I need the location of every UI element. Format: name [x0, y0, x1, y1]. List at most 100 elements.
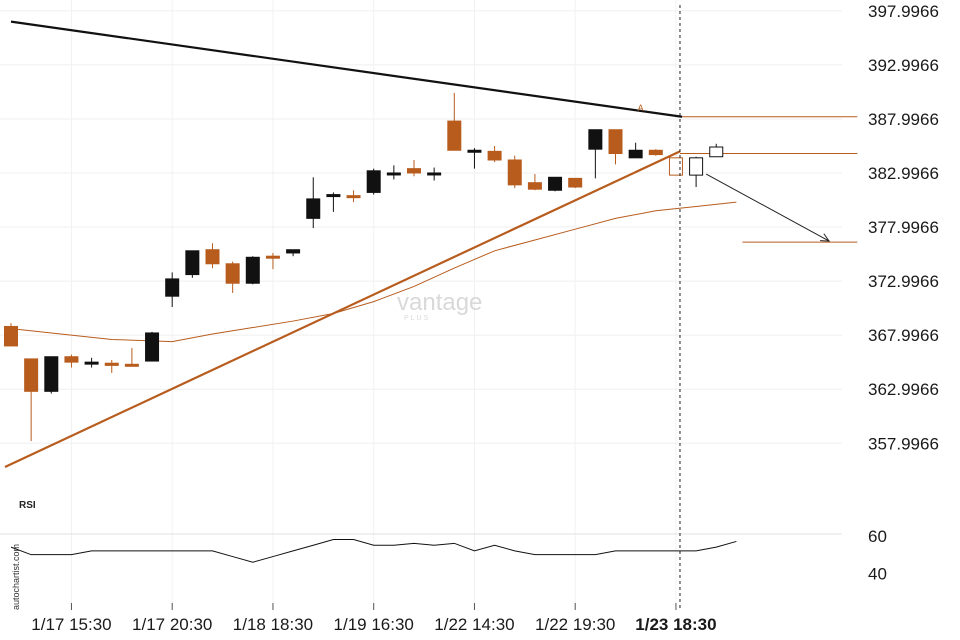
trendline-black: [10, 20, 683, 118]
candle-body: [245, 256, 260, 284]
candle-body: [588, 129, 603, 150]
candle: [467, 148, 482, 169]
candle: [648, 149, 663, 156]
candle: [124, 348, 139, 367]
pattern-label: A: [638, 103, 644, 113]
candle-body: [507, 159, 522, 186]
candle: [104, 359, 119, 373]
candle-body: [165, 278, 180, 297]
candle: [608, 129, 623, 165]
candle: [709, 143, 724, 158]
candle-body: [306, 198, 321, 219]
side-label: autochartist.com: [11, 544, 21, 610]
candle: [205, 243, 220, 269]
annotations: A: [638, 5, 831, 610]
candle-body: [628, 149, 643, 159]
candle: [407, 159, 421, 177]
x-axis: 1/17 15:30 1/17 20:30 1/18 18:30 1/19 16:30…: [31, 603, 717, 634]
candle-body: [225, 263, 240, 284]
candle: [568, 177, 583, 189]
candle: [346, 190, 361, 203]
rsi-line: [10, 539, 737, 563]
candle-body: [185, 250, 200, 276]
candle: [507, 155, 522, 189]
candle-body: [286, 249, 301, 254]
rsi-panel: RSI 60 40: [10, 500, 887, 584]
candle-body: [527, 182, 542, 190]
candle: [668, 157, 683, 176]
x-tick-label: 1/18 18:30: [233, 615, 313, 634]
candle: [527, 174, 542, 191]
candle: [44, 356, 59, 394]
candle: [588, 129, 603, 179]
horizontal-levels: [679, 116, 858, 243]
candle: [225, 261, 240, 293]
trendline-brown: [4, 150, 681, 468]
y-tick-label: 392.9966: [868, 56, 939, 75]
candle-body: [568, 177, 583, 188]
candle: [386, 165, 401, 180]
candle-body: [427, 172, 442, 176]
y-tick-label: 367.9966: [868, 326, 939, 345]
y-tick-label: 397.9966: [868, 2, 939, 21]
x-tick-label: 1/23 18:30: [635, 615, 716, 634]
candle-body: [548, 176, 563, 191]
x-tick-label: 1/22 19:30: [535, 615, 615, 634]
candle-body: [24, 358, 39, 392]
candle: [185, 250, 200, 278]
candle-body: [668, 157, 683, 176]
x-tick-label: 1/17 20:30: [132, 615, 212, 634]
y-tick-label: 372.9966: [868, 272, 939, 291]
candle: [265, 252, 280, 270]
candle-body: [64, 356, 79, 363]
candle-body: [326, 194, 341, 198]
candle-body: [386, 172, 401, 176]
candle: [366, 168, 381, 195]
rsi-label: RSI: [19, 500, 36, 511]
candle: [427, 167, 442, 181]
candle-body: [4, 325, 18, 347]
candle: [689, 156, 704, 188]
candle: [64, 354, 79, 368]
x-tick-label: 1/19 16:30: [334, 615, 414, 634]
candle-body: [84, 361, 99, 365]
candles: [4, 92, 724, 442]
projection-arrow-line: [705, 173, 830, 242]
y-tick-label: 357.9966: [868, 434, 939, 453]
candle: [165, 272, 180, 308]
candle-body: [366, 170, 381, 193]
candle: [286, 249, 301, 257]
candle: [24, 358, 39, 442]
y-tick-label: 387.9966: [868, 110, 939, 129]
candle: [4, 323, 18, 347]
ma-line: [10, 201, 737, 343]
candle-body: [709, 146, 724, 158]
y-tick-label: 362.9966: [868, 380, 939, 399]
candle-body: [487, 150, 502, 161]
candle: [487, 145, 502, 163]
x-tick-label: 1/17 15:30: [31, 615, 111, 634]
candle-body: [407, 168, 421, 174]
rsi-tick-label: 40: [868, 565, 887, 584]
trendlines: [4, 20, 683, 468]
candle: [84, 357, 99, 368]
candle-body: [689, 157, 704, 176]
candle-body: [467, 149, 482, 153]
candle-body: [265, 255, 280, 259]
candle-body: [447, 120, 462, 151]
candle-body: [104, 362, 119, 366]
x-tick-label: 1/22 14:30: [434, 615, 514, 634]
candle: [548, 176, 563, 192]
candle-body: [145, 332, 160, 362]
candle-body: [124, 363, 139, 367]
candle: [447, 92, 462, 151]
candle: [326, 192, 341, 212]
candle: [145, 331, 160, 362]
watermark-brand: vantage: [397, 289, 482, 316]
candle-body: [44, 356, 59, 392]
candle: [245, 256, 260, 285]
y-tick-label: 382.9966: [868, 164, 939, 183]
rsi-tick-label: 60: [868, 527, 887, 546]
grid: [0, 0, 842, 610]
